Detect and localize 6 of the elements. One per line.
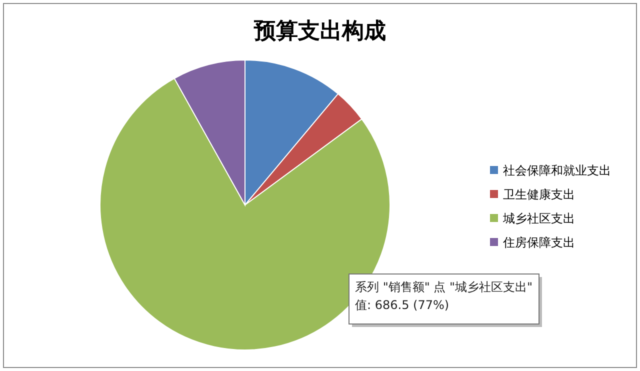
legend-label: 住房保障支出	[502, 236, 575, 250]
legend-label: 社会保障和就业支出	[503, 164, 611, 178]
tooltip: 系列 "销售额" 点 "城乡社区支出" 值: 686.5 (77%)	[348, 274, 542, 327]
legend-label: 卫生健康支出	[503, 188, 575, 202]
chart-title: 预算支出构成	[253, 18, 386, 44]
legend-label: 城乡社区支出	[502, 212, 575, 226]
